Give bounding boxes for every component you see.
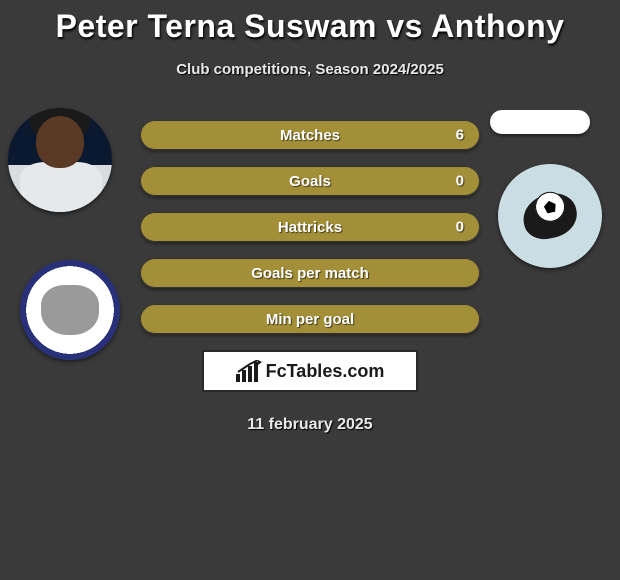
stat-row-min-per-goal: Min per goal — [140, 304, 480, 334]
stat-value-right: 6 — [456, 127, 464, 144]
stat-label: Goals per match — [251, 265, 369, 282]
stat-row-hattricks: Hattricks 0 — [140, 212, 480, 242]
subtitle: Club competitions, Season 2024/2025 — [0, 61, 620, 78]
brand-label: FcTables.com — [266, 361, 385, 382]
player1-club-badge — [20, 260, 120, 360]
stat-value-right: 0 — [456, 219, 464, 236]
stat-label: Goals — [289, 173, 331, 190]
page-title: Peter Terna Suswam vs Anthony — [0, 0, 620, 45]
chart-growth-icon — [236, 360, 262, 382]
comparison-content: Matches 6 Goals 0 Hattricks 0 Goals per … — [0, 120, 620, 434]
stat-label: Hattricks — [278, 219, 342, 236]
stat-label: Matches — [280, 127, 340, 144]
stat-label: Min per goal — [266, 311, 354, 328]
date-label: 11 february 2025 — [0, 416, 620, 434]
stat-row-goals: Goals 0 — [140, 166, 480, 196]
brand-box: FcTables.com — [202, 350, 418, 392]
player2-club-badge — [498, 164, 602, 268]
stat-row-goals-per-match: Goals per match — [140, 258, 480, 288]
stat-value-right: 0 — [456, 173, 464, 190]
stat-row-matches: Matches 6 — [140, 120, 480, 150]
player1-photo — [8, 108, 112, 212]
stats-list: Matches 6 Goals 0 Hattricks 0 Goals per … — [140, 120, 480, 334]
player2-blank-pill — [490, 110, 590, 134]
